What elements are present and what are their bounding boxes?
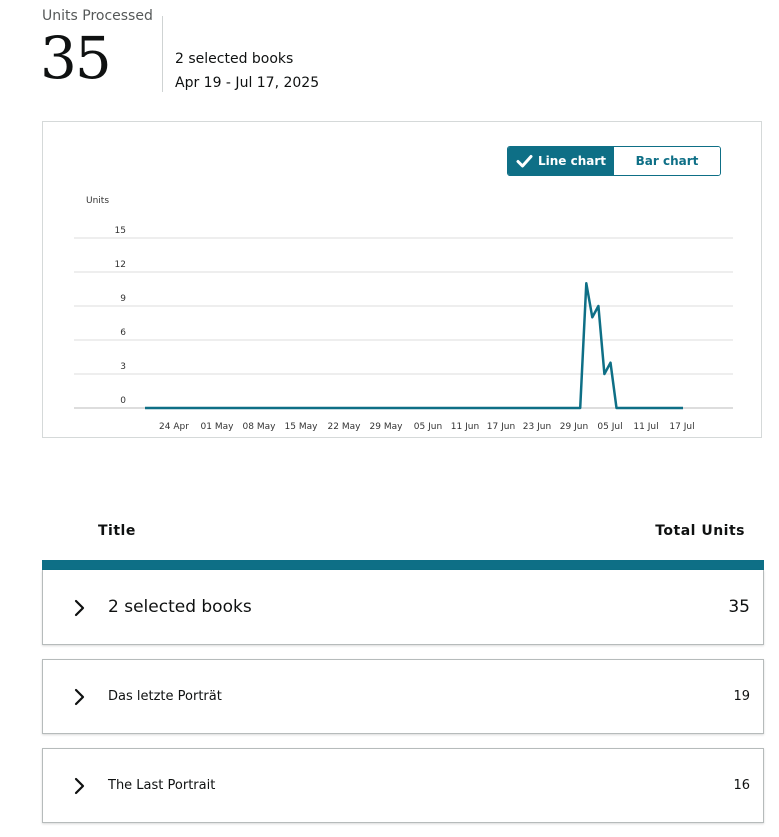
y-tick-label: 6 (120, 328, 126, 338)
row-total: 16 (733, 778, 750, 793)
x-tick-label: 23 Jun (523, 422, 551, 432)
row-title: 2 selected books (108, 597, 252, 617)
x-tick-label: 29 Jun (560, 422, 588, 432)
line-chart: Units 15 12 9 6 3 0 24 Apr 01 May 08 May 15 May 22 … (74, 196, 733, 432)
kpi-label: Units Processed (42, 8, 153, 24)
x-tick-label: 17 Jul (669, 422, 694, 432)
table-row-summary[interactable]: 2 selected books 35 (42, 570, 764, 645)
column-header-total-units: Total Units (655, 523, 745, 539)
chevron-right-icon[interactable] (73, 688, 85, 706)
row-title: The Last Portrait (108, 778, 216, 793)
x-tick-label: 11 Jul (633, 422, 658, 432)
y-tick-label: 15 (115, 226, 126, 236)
y-axis-label: Units (86, 196, 109, 206)
kpi-date-range: Apr 19 - Jul 17, 2025 (175, 75, 320, 91)
table-row[interactable]: Das letzte Porträt 19 (42, 659, 764, 734)
chart-type-toggle: Line chart Bar chart (507, 146, 721, 176)
x-tick-label: 17 Jun (487, 422, 515, 432)
x-tick-label: 05 Jun (414, 422, 442, 432)
line-chart-label: Line chart (537, 154, 607, 168)
y-tick-label: 9 (120, 294, 126, 304)
chevron-right-icon[interactable] (73, 599, 85, 617)
x-tick-label: 01 May (201, 422, 235, 432)
row-total: 35 (728, 597, 750, 617)
chevron-right-icon[interactable] (73, 777, 85, 795)
x-tick-label: 22 May (328, 422, 362, 432)
kpi-value: 35 (40, 24, 112, 92)
series-line (145, 282, 683, 410)
x-tick-label: 29 May (370, 422, 404, 432)
x-tick-label: 15 May (285, 422, 319, 432)
x-tick-label: 08 May (243, 422, 277, 432)
x-tick-label: 05 Jul (597, 422, 622, 432)
table-header-bar (42, 560, 764, 570)
y-tick-label: 0 (120, 396, 126, 406)
y-tick-label: 3 (120, 362, 126, 372)
bar-chart-label: Bar chart (635, 154, 699, 168)
x-tick-label: 24 Apr (159, 422, 189, 432)
table-row[interactable]: The Last Portrait 16 (42, 748, 764, 823)
kpi-divider (162, 16, 163, 92)
row-title: Das letzte Porträt (108, 689, 222, 704)
column-header-title: Title (98, 523, 136, 539)
bar-chart-button[interactable]: Bar chart (614, 147, 720, 175)
y-tick-label: 12 (115, 260, 126, 270)
row-total: 19 (733, 689, 750, 704)
kpi-selection: 2 selected books (175, 51, 294, 67)
checkmark-icon (516, 155, 533, 168)
x-tick-label: 11 Jun (451, 422, 479, 432)
line-chart-button[interactable]: Line chart (508, 147, 614, 175)
